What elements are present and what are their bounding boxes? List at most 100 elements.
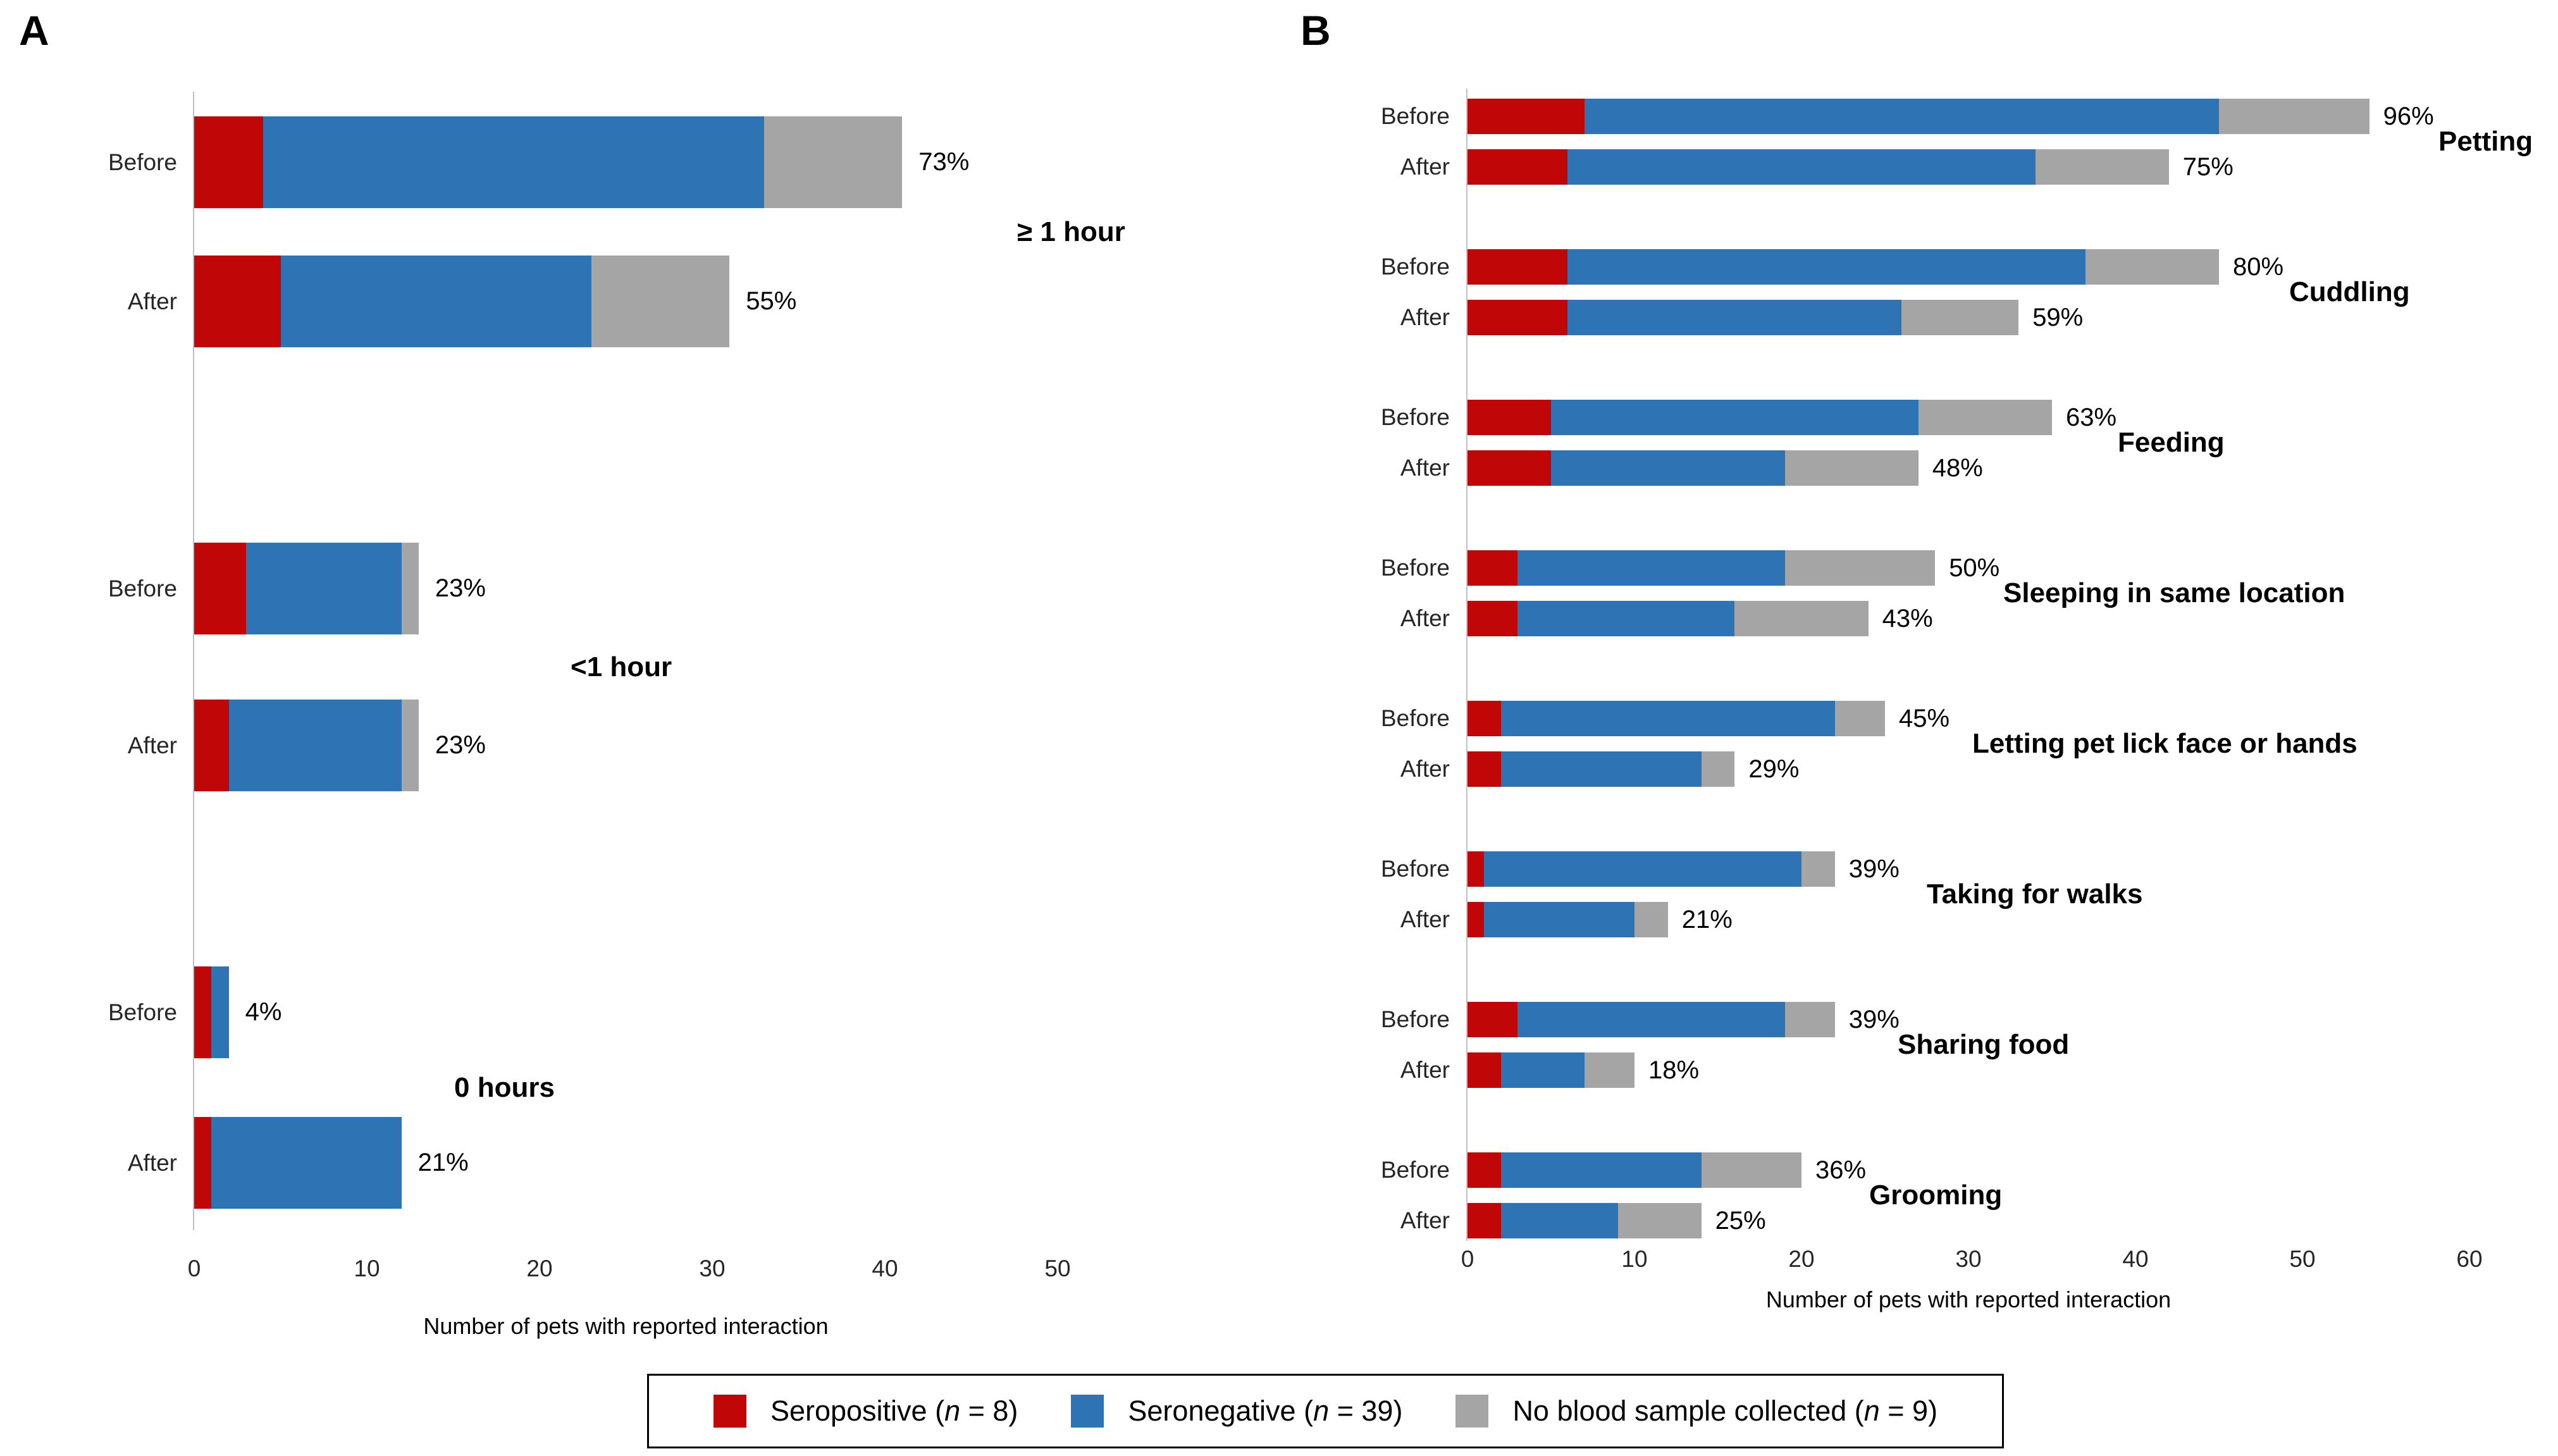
panel-b-row-label-after: After: [1400, 455, 1450, 481]
panel-b-segment-seropositive: [1467, 300, 1568, 335]
seronegative-swatch-icon: [1071, 1395, 1104, 1428]
panel-a-segment-seronegative: [245, 543, 402, 634]
panel-b-row-label-before: Before: [1380, 705, 1450, 731]
panel-b-segment-seronegative: [1500, 701, 1835, 736]
panel-b-segment-seronegative: [1567, 300, 1902, 335]
panel-a-segment-seropositive: [194, 1117, 212, 1209]
panel-b-segment-seropositive: [1467, 149, 1568, 185]
panel-a-row-label-before: Before: [108, 149, 177, 175]
no-blood-sample-swatch-icon: [1455, 1395, 1489, 1428]
panel-b-group-label: Taking for walks: [1927, 879, 2143, 910]
panel-a-group-label: <1 hour: [571, 651, 672, 682]
panel-a-percent-label: 23%: [435, 731, 486, 759]
panel-b-segment-no-blood-sample: [2218, 99, 2370, 134]
panel-b-segment-no-blood-sample: [1701, 1152, 1801, 1188]
panel-b-segment-seropositive: [1467, 902, 1485, 937]
panel-b-segment-seronegative: [1584, 99, 2219, 134]
panel-b-bar-after: [1467, 300, 2019, 335]
panel-b-group-label: Petting: [2438, 126, 2533, 157]
panel-a-segment-seronegative: [211, 1117, 402, 1209]
panel-b-segment-seronegative: [1484, 851, 1801, 887]
panel-b-segment-seropositive: [1467, 851, 1485, 887]
panel-b-bar-after: [1467, 1052, 1634, 1088]
panel-b-x-tick-label: 60: [2456, 1246, 2483, 1272]
panel-b-group-label: Feeding: [2118, 427, 2225, 458]
legend-label-no-blood-sample: No blood sample collected (n = 9): [1512, 1395, 1937, 1428]
panel-b-row-label-before: Before: [1380, 856, 1450, 882]
panel-b-bar-after: [1467, 149, 2169, 185]
panel-b-bar-before: [1467, 701, 1885, 736]
panel-b-segment-no-blood-sample: [1918, 400, 2052, 435]
panel-b-segment-seronegative: [1567, 149, 2036, 185]
panel-a-row-label-before: Before: [108, 576, 177, 602]
panel-b-row-label-before: Before: [1380, 254, 1450, 280]
panel-b-segment-seronegative: [1551, 400, 1918, 435]
panel-b-segment-no-blood-sample: [1834, 701, 1885, 736]
panel-b-bar-after: [1467, 601, 1869, 636]
panel-a-x-tick-label: 50: [1044, 1255, 1071, 1281]
panel-b-segment-seropositive: [1467, 1052, 1501, 1088]
panel-b-bar-before: [1467, 550, 1936, 586]
legend-label-seronegative-text: Seronegative (: [1128, 1395, 1314, 1427]
panel-b-row-label-before: Before: [1380, 103, 1450, 129]
panel-a-bar-after: [194, 1117, 402, 1209]
panel-b-group-label: Sleeping in same location: [2003, 577, 2345, 608]
panel-b-x-tick-label: 40: [2122, 1246, 2149, 1272]
panel-a-x-axis-title: Number of pets with reported interaction: [423, 1313, 829, 1339]
panel-b-group-label: Cuddling: [2289, 276, 2410, 307]
panel-a-segment-seronegative: [228, 700, 402, 791]
panel-b-x-axis-title: Number of pets with reported interaction: [1765, 1286, 2172, 1312]
panel-a-group-label: 0 hours: [454, 1071, 555, 1103]
panel-b-bar-after: [1467, 902, 1668, 937]
panel-a-segment-seronegative: [211, 966, 229, 1058]
panel-a-segment-seropositive: [194, 700, 229, 791]
panel-b-percent-label: 43%: [1882, 605, 1933, 632]
panel-b-row-label-after: After: [1400, 304, 1450, 330]
panel-b-segment-seropositive: [1467, 450, 1551, 486]
panel-a-row-label-after: After: [127, 1150, 177, 1176]
panel-a-percent-label: 4%: [245, 998, 282, 1026]
panel-b-x-tick-label: 20: [1788, 1246, 1815, 1272]
panel-b-percent-label: 36%: [1815, 1156, 1867, 1184]
panel-b-segment-seronegative: [1567, 249, 2085, 285]
panel-b-bar-after: [1467, 751, 1735, 787]
panel-b-percent-label: 18%: [1648, 1056, 1700, 1084]
panel-b-percent-label: 29%: [1748, 755, 1800, 783]
panel-a-segment-seronegative: [280, 256, 591, 347]
panel-b-percent-label: 39%: [1848, 855, 1900, 883]
panel-a-segment-seropositive: [194, 256, 281, 347]
panel-b-row-label-after: After: [1400, 1057, 1450, 1083]
panel-b-row-label-after: After: [1400, 906, 1450, 932]
panel-b-row-label-before: Before: [1380, 1006, 1450, 1032]
legend-label-seropositive-n: n: [944, 1395, 961, 1427]
panel-a-row-label-after: After: [127, 732, 177, 758]
panel-a-row-label-after: After: [127, 288, 177, 314]
panel-a-bar-after: [194, 700, 419, 791]
panel-a-segment-no-blood-sample: [401, 700, 419, 791]
legend-label-no-blood-sample-text: No blood sample collected (: [1512, 1395, 1864, 1427]
seropositive-swatch-icon: [713, 1395, 746, 1428]
panel-b-percent-label: 21%: [1681, 906, 1733, 934]
panel-a-bar-before: [194, 116, 903, 208]
panel-b-bar-before: [1467, 400, 2052, 435]
panel-a-percent-label: 21%: [417, 1149, 469, 1176]
panel-b-segment-no-blood-sample: [1784, 450, 1918, 486]
panel-b-segment-seronegative: [1500, 1052, 1585, 1088]
panel-b-row-label-after: After: [1400, 1207, 1450, 1233]
panel-b-segment-seronegative: [1551, 450, 1785, 486]
panel-a-percent-label: 23%: [435, 574, 486, 602]
panel-b-segment-no-blood-sample: [1784, 550, 1936, 586]
panel-b-segment-seropositive: [1467, 1002, 1518, 1037]
panel-a-x-tick-label: 30: [699, 1255, 726, 1281]
panel-b-percent-label: 39%: [1848, 1006, 1900, 1033]
panel-a-bar-after: [194, 256, 730, 347]
panel-b-segment-seropositive: [1467, 249, 1568, 285]
panel-b-row-label-before: Before: [1380, 1157, 1450, 1183]
panel-b-percent-label: 63%: [2066, 404, 2117, 431]
panel-b-x-tick-label: 0: [1461, 1246, 1474, 1272]
panel-b-group-label: Sharing food: [1898, 1029, 2070, 1060]
panel-a-segment-seropositive: [194, 543, 246, 634]
panel-b-group-label: Letting pet lick face or hands: [1972, 728, 2357, 759]
